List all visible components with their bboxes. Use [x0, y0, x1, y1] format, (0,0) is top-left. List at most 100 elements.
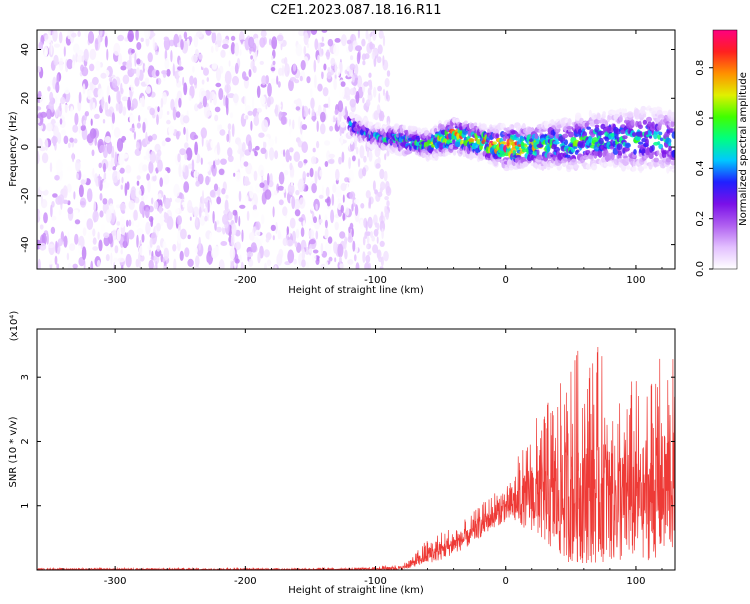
signal-cell: [625, 165, 631, 170]
noise-cell: [381, 228, 384, 240]
noise-cell: [383, 250, 389, 262]
signal-cell: [662, 110, 668, 115]
signal-cell: [603, 163, 609, 167]
signal-cell: [416, 136, 420, 142]
noise-cell: [223, 209, 228, 215]
noise-cell: [227, 123, 232, 131]
signal-cell: [577, 143, 585, 147]
noise-cell: [320, 111, 326, 123]
noise-cell: [274, 65, 278, 78]
noise-cell: [134, 197, 140, 204]
noise-cell: [234, 62, 239, 74]
noise-cell: [212, 210, 215, 224]
noise-cell: [326, 71, 332, 80]
noise-cell: [226, 164, 230, 174]
noise-cell: [261, 119, 269, 133]
noise-cell: [293, 99, 301, 105]
noise-cell: [105, 246, 112, 251]
noise-cell: [94, 136, 97, 146]
noise-cell: [122, 74, 130, 85]
noise-cell: [298, 217, 304, 222]
noise-cell: [228, 60, 231, 67]
noise-cell: [341, 151, 345, 163]
noise-cell: [357, 77, 362, 87]
noise-cell: [311, 253, 317, 262]
noise-cell: [267, 173, 270, 186]
noise-cell: [347, 169, 355, 183]
noise-cell: [113, 127, 121, 138]
colorbar-label: Normalized spectral amplitude: [738, 72, 749, 226]
noise-cell: [92, 167, 95, 178]
noise-cell: [105, 209, 112, 223]
signal-cell: [402, 124, 407, 129]
noise-cell: [267, 138, 275, 147]
noise-cell: [37, 106, 42, 111]
noise-cell: [156, 245, 161, 252]
noise-cell: [314, 170, 318, 185]
noise-cell: [99, 210, 104, 218]
noise-cell: [298, 30, 305, 37]
noise-cell: [276, 253, 283, 266]
noise-cell: [324, 161, 329, 167]
noise-cell: [284, 57, 288, 66]
noise-cell: [182, 76, 185, 86]
noise-cell: [322, 185, 324, 199]
noise-cell: [250, 242, 257, 253]
signal-cell: [666, 166, 670, 174]
signal-cell: [495, 133, 499, 139]
noise-cell: [382, 55, 385, 66]
signal-cell: [671, 169, 675, 173]
noise-cell: [244, 76, 249, 81]
noise-cell: [309, 167, 314, 178]
noise-cell: [163, 174, 170, 185]
noise-cell: [276, 75, 279, 85]
noise-cell: [293, 198, 301, 211]
noise-cell: [271, 36, 278, 50]
noise-cell: [377, 191, 383, 198]
noise-cell: [200, 127, 207, 139]
noise-cell: [63, 235, 68, 248]
signal-cell: [597, 130, 605, 136]
noise-cell: [268, 38, 272, 46]
noise-cell: [325, 186, 330, 197]
noise-cell: [337, 243, 344, 258]
noise-cell: [158, 205, 163, 214]
noise-cell: [282, 64, 284, 77]
noise-cell: [177, 153, 181, 163]
signal-cell: [349, 112, 356, 120]
signal-cell: [588, 135, 593, 143]
noise-cell: [322, 87, 329, 97]
noise-cell: [54, 174, 60, 181]
signal-cell: [521, 148, 528, 153]
noise-cell: [351, 75, 355, 83]
noise-cell: [308, 139, 313, 147]
x-tick-label: -200: [234, 275, 257, 286]
signal-cell: [631, 132, 637, 137]
noise-cell: [159, 213, 164, 227]
noise-cell: [206, 142, 211, 152]
noise-cell: [252, 65, 257, 74]
noise-cell: [318, 194, 324, 199]
noise-cell: [336, 185, 342, 198]
noise-cell: [218, 259, 225, 269]
noise-cell: [148, 32, 156, 37]
spectrogram-frame: [36, 29, 676, 270]
noise-cell: [158, 36, 164, 45]
signal-cell: [637, 141, 644, 145]
noise-cell: [47, 56, 52, 65]
noise-cell: [314, 74, 317, 89]
noise-cell: [175, 208, 180, 214]
noise-cell: [362, 60, 366, 66]
noise-cell: [75, 159, 81, 172]
noise-cell: [239, 254, 242, 264]
noise-cell: [184, 165, 189, 177]
snr-y-multiplier: (x10⁴): [9, 311, 20, 342]
noise-cell: [110, 157, 115, 168]
noise-cell: [205, 30, 212, 36]
noise-cell: [62, 37, 65, 49]
noise-cell: [92, 246, 99, 251]
noise-cell: [129, 114, 135, 125]
noise-cell: [214, 114, 219, 122]
noise-cell: [135, 67, 141, 78]
noise-cell: [259, 37, 266, 48]
